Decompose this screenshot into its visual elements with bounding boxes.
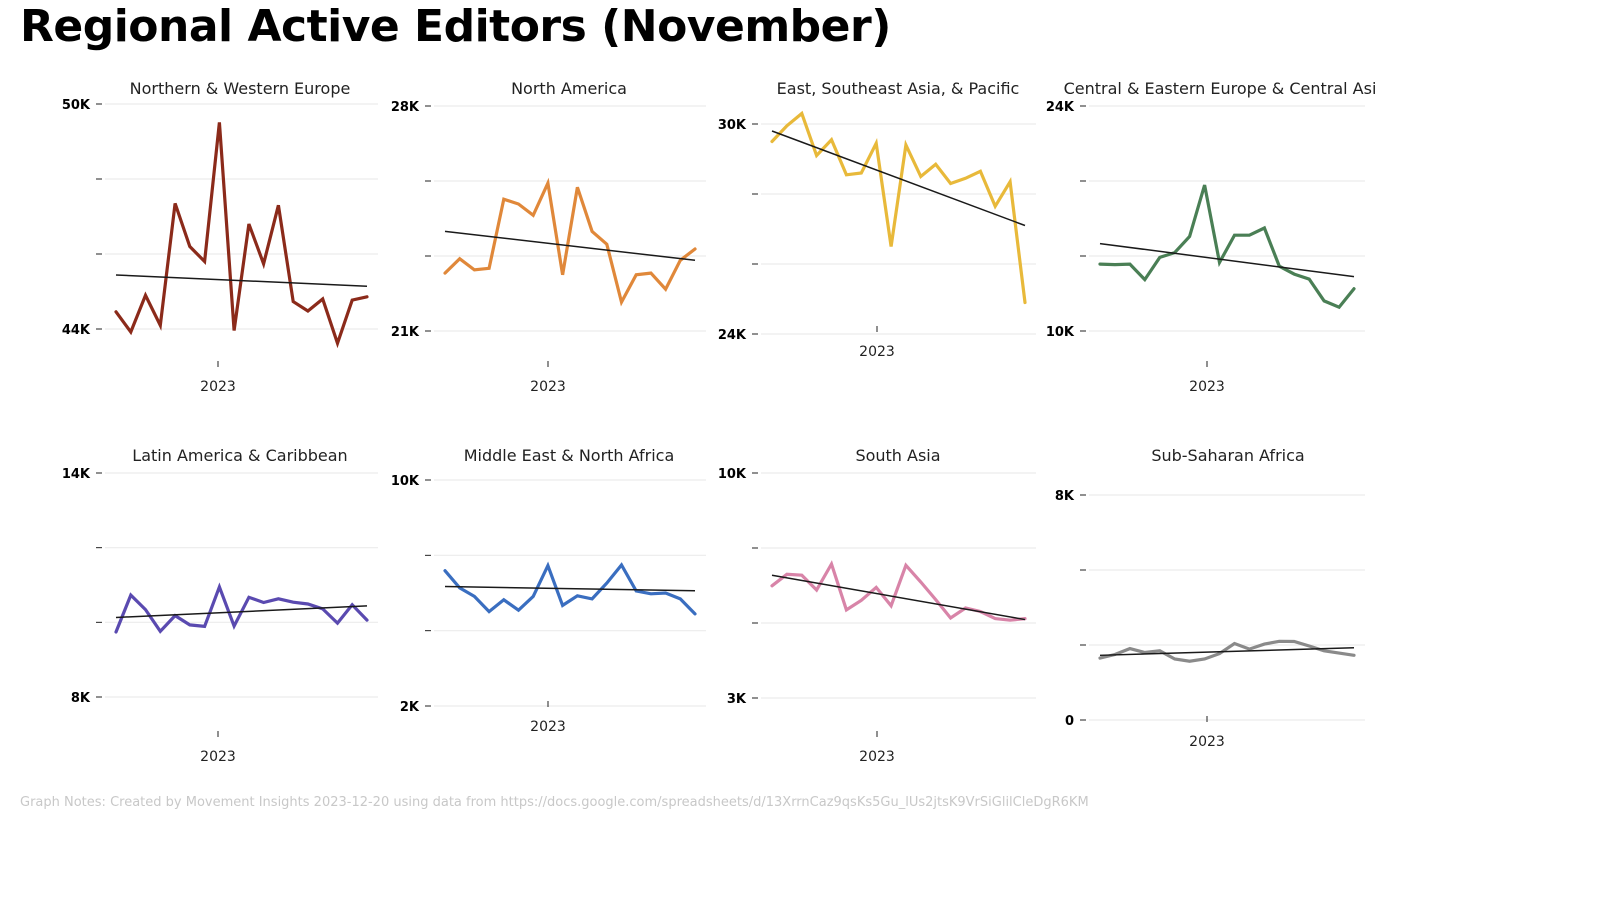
panel-title: Central & Eastern Europe & Central Asi: [1064, 79, 1377, 98]
y-tick-label: 10K: [718, 467, 747, 482]
y-tick-label: 14K: [62, 467, 91, 482]
series-line: [443, 177, 697, 307]
y-tick-label: 30K: [718, 118, 747, 133]
x-tick-label: 2023: [200, 749, 236, 765]
series-line: [1098, 639, 1356, 663]
panel: Northern & Western Europe 50K 44K 2023: [62, 79, 378, 395]
graph-notes: Graph Notes: Created by Movement Insight…: [20, 795, 1089, 810]
x-tick-label: 2023: [859, 344, 895, 360]
trend-line: [115, 605, 368, 619]
y-tick-label: 50K: [62, 98, 91, 113]
y-tick-label: 8K: [71, 691, 91, 706]
panel: Central & Eastern Europe & Central Asi 24…: [1046, 79, 1377, 395]
trend-line: [771, 130, 1026, 227]
trend-line: [115, 274, 368, 287]
panel-title: South Asia: [855, 446, 940, 465]
panel-title: Sub-Saharan Africa: [1151, 446, 1304, 465]
panel-title: Northern & Western Europe: [130, 79, 351, 98]
series-line: [114, 582, 369, 634]
x-tick-label: 2023: [1189, 379, 1225, 395]
panel: North America 28K 21K 2023: [391, 79, 706, 395]
panel: Sub-Saharan Africa 8K 0 2023: [1055, 446, 1365, 750]
x-tick-label: 2023: [859, 749, 895, 765]
series-line: [443, 561, 697, 616]
y-tick-label: 8K: [1055, 489, 1075, 504]
series-line: [1098, 184, 1356, 310]
trend-line: [1099, 242, 1355, 278]
panel-title: North America: [511, 79, 627, 98]
panel-title: Latin America & Caribbean: [132, 446, 347, 465]
page-title: Regional Active Editors (November): [20, 1, 891, 52]
x-tick-label: 2023: [200, 379, 236, 395]
y-tick-label: 21K: [391, 325, 420, 340]
series-line: [770, 110, 1027, 305]
y-tick-label: 10K: [1046, 325, 1075, 340]
y-tick-label: 24K: [1046, 100, 1075, 115]
y-tick-label: 3K: [727, 692, 747, 707]
series-line: [770, 560, 1027, 622]
y-tick-label: 44K: [62, 323, 91, 338]
panel-title: Middle East & North Africa: [464, 446, 675, 465]
panel: East, Southeast Asia, & Pacific 30K 24K 202…: [718, 79, 1036, 360]
x-tick-label: 2023: [530, 719, 566, 735]
panel: South Asia 10K 3K 2023: [718, 446, 1036, 765]
trend-line: [444, 585, 696, 592]
panel-title: East, Southeast Asia, & Pacific: [777, 79, 1020, 98]
panel: Latin America & Caribbean 14K 8K 2023: [62, 446, 378, 765]
panel: Middle East & North Africa 10K 2K 2023: [391, 446, 706, 735]
y-tick-label: 0: [1065, 714, 1074, 729]
y-tick-label: 28K: [391, 100, 420, 115]
x-tick-label: 2023: [1189, 734, 1225, 750]
trend-line: [771, 574, 1026, 621]
trend-line: [444, 230, 696, 262]
trend-line: [1099, 646, 1355, 657]
x-tick-label: 2023: [530, 379, 566, 395]
series-line: [114, 122, 369, 349]
y-tick-label: 24K: [718, 328, 747, 343]
y-tick-label: 10K: [391, 474, 420, 489]
y-tick-label: 2K: [400, 700, 420, 715]
